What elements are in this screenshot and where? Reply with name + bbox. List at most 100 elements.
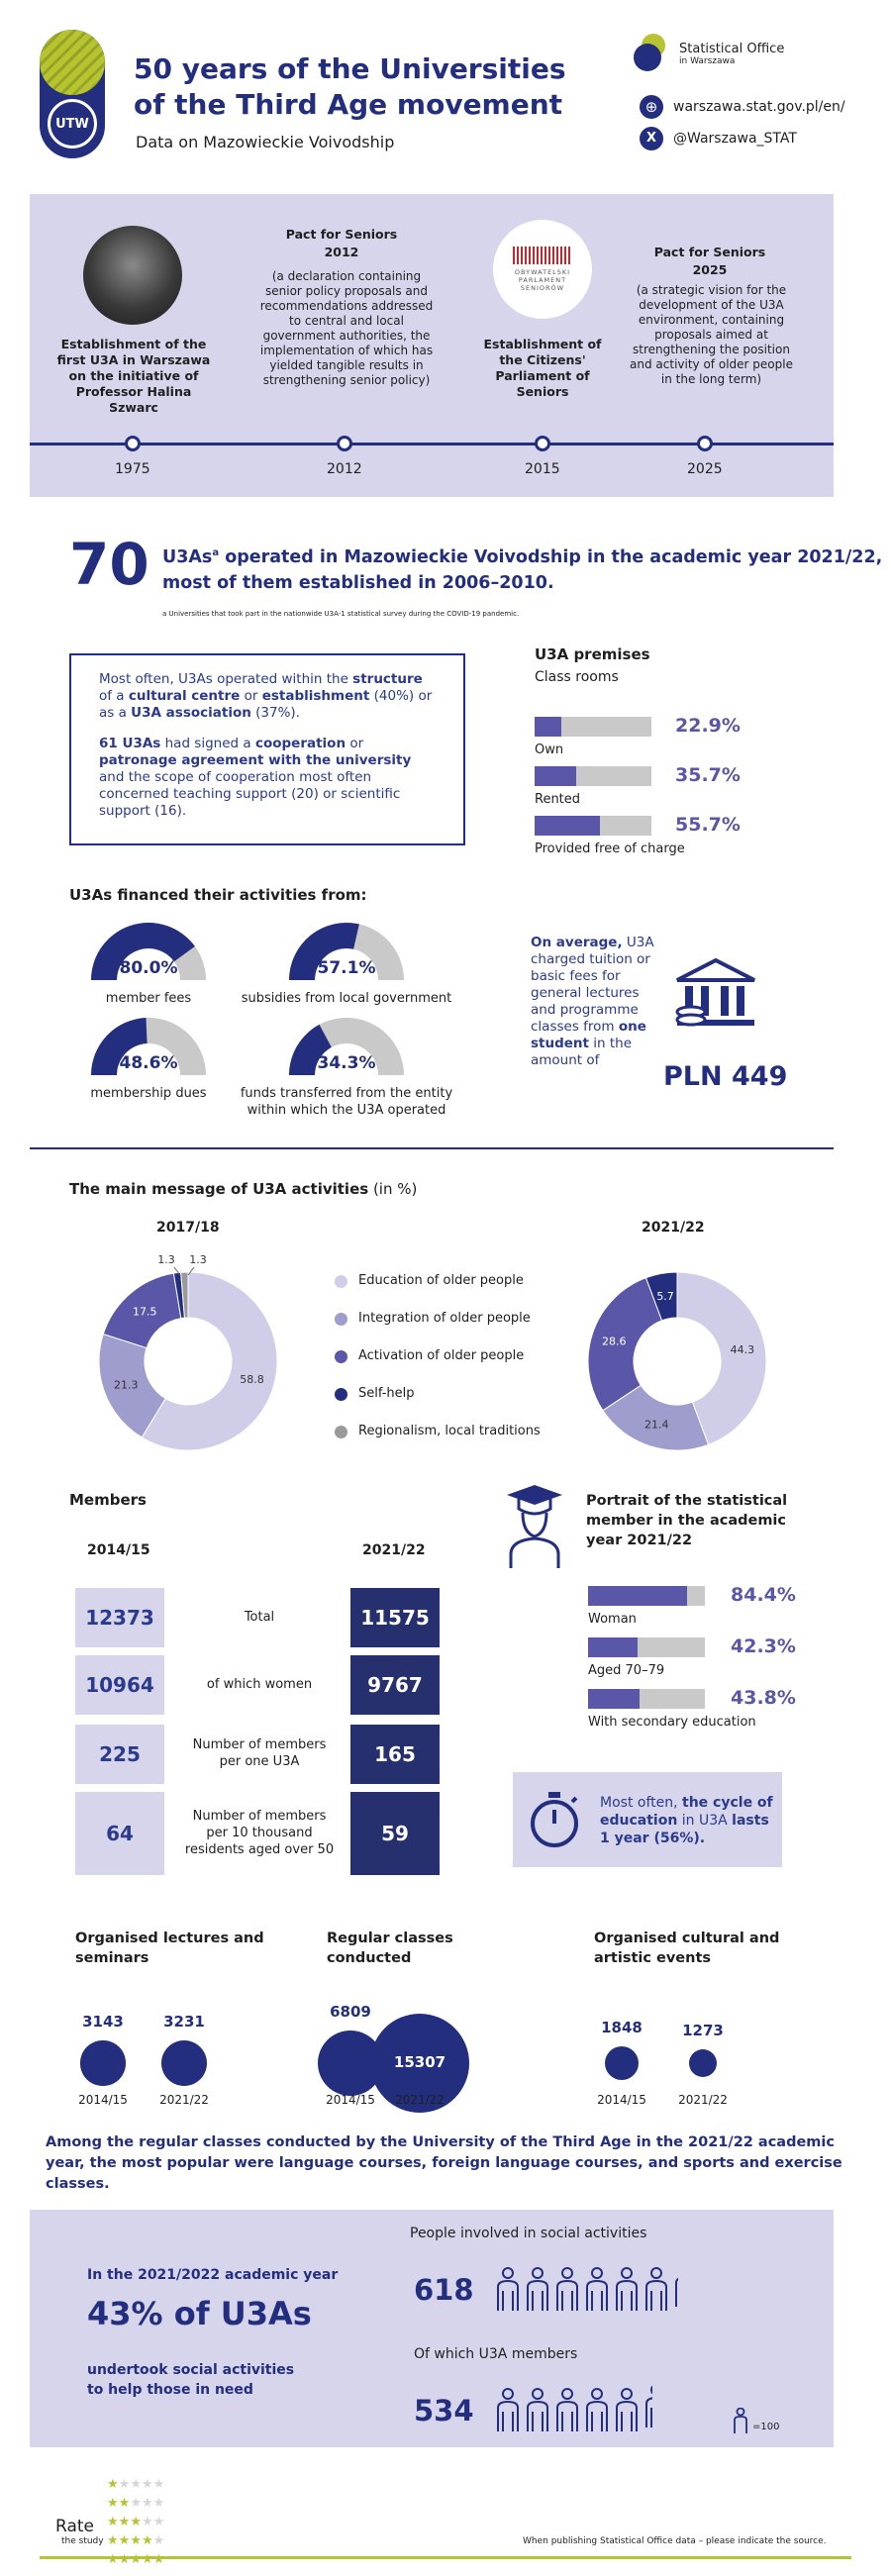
- portrait-value: 43.8%: [731, 1687, 796, 1709]
- financing-label: membership dues: [90, 1086, 207, 1101]
- activity-value: 15307: [393, 2053, 446, 2071]
- year-label: 2015: [525, 461, 560, 477]
- portrait-bar-fill: [588, 1637, 638, 1657]
- members-value-2021: 165: [350, 1725, 440, 1784]
- portrait-value: 42.3%: [731, 1635, 796, 1657]
- legend-swatch: [335, 1313, 347, 1326]
- members-involved-title: Of which U3A members: [414, 2346, 578, 2362]
- members-row-label: Total: [244, 1610, 275, 1625]
- financing-label: subsidies from local government: [241, 991, 452, 1006]
- statistical-office-name: Statistical Office in Warszawa: [679, 42, 785, 66]
- activity-year: 2014/15: [326, 2093, 375, 2107]
- activity-title: Organised cultural and artistic events: [594, 1931, 780, 1966]
- financing-donut: [91, 923, 206, 980]
- portrait-label: Aged 70–79: [588, 1663, 665, 1678]
- activity-bubble: [370, 2014, 469, 2113]
- people-pictogram: [495, 2263, 682, 2313]
- main-message-title: The main message of U3A activities (in %…: [69, 1180, 418, 1198]
- activity-year: 2021/22: [395, 2093, 445, 2107]
- members-value-2014: 225: [75, 1725, 164, 1784]
- globe-icon: ⊕: [640, 95, 663, 119]
- premises-bar-fill: [535, 717, 562, 737]
- activity-bubble: [161, 2040, 207, 2086]
- pie-slice: [587, 1277, 663, 1412]
- twitter-link[interactable]: @Warszawa_STAT: [673, 131, 797, 147]
- year-label-2021: 2021/22: [642, 1220, 705, 1236]
- members-row-label: Number of members per 10 thousand reside…: [184, 1809, 335, 1857]
- legend-swatch: [335, 1426, 347, 1438]
- premises-subtitle: Class rooms: [535, 669, 619, 685]
- premises-bar: [535, 717, 651, 737]
- event-2015-text: Establishment of the Citizens' Parliamen…: [483, 337, 602, 399]
- activity-year: 2014/15: [597, 2093, 646, 2107]
- pie-data-label: 58.8: [240, 1373, 264, 1386]
- bank-icon: [671, 956, 760, 1036]
- person-icon: [584, 2267, 610, 2313]
- person-icon: [495, 2388, 521, 2433]
- portrait-bar: [588, 1586, 705, 1606]
- person-icon: [554, 2267, 580, 2313]
- members-pictogram: [495, 2384, 656, 2433]
- graduate-icon: [505, 1483, 564, 1570]
- cycle-box: [513, 1772, 782, 1867]
- timeline-dot: [337, 436, 352, 451]
- members-value-2014: 12373: [75, 1588, 164, 1647]
- financing-value: 57.1%: [317, 958, 376, 978]
- legend-label: Activation of older people: [358, 1348, 525, 1363]
- person-icon-partial: [644, 2384, 652, 2433]
- portrait-bar: [588, 1637, 705, 1657]
- members-col-2014: 2014/15: [87, 1542, 150, 1558]
- pie-data-label: 5.7: [656, 1290, 674, 1303]
- year-label: 2025: [687, 461, 723, 477]
- legend-label: Integration of older people: [358, 1311, 531, 1326]
- person-icon-partial: [673, 2263, 678, 2313]
- members-value-2014: 64: [75, 1792, 164, 1875]
- rate-sublabel: the study: [61, 2536, 104, 2546]
- star-rating-icon[interactable]: ★★★★★ ★★★★★ ★★★★★ ★★★★★ ★★★★★: [107, 2477, 165, 2567]
- person-icon: [614, 2267, 640, 2313]
- premises-value: 22.9%: [675, 715, 741, 737]
- legend-label: Education of older people: [358, 1273, 524, 1288]
- person-icon: [554, 2388, 580, 2433]
- cycle-text: Most often, the cycle of education in U3…: [600, 1795, 773, 1846]
- pie-slice: [141, 1271, 278, 1451]
- activity-year: 2021/22: [678, 2093, 728, 2107]
- year-label-2017: 2017/18: [156, 1220, 220, 1236]
- event-2012-title: Pact for Seniors 2012: [285, 227, 398, 259]
- person-legend-text: =100: [752, 2422, 780, 2432]
- financing-label: member fees: [105, 991, 192, 1006]
- social-lead: In the 2021/2022 academic year: [87, 2267, 339, 2283]
- premises-label: Rented: [535, 792, 581, 807]
- person-legend-icon: [733, 2407, 748, 2439]
- rate-label[interactable]: Rate: [55, 2517, 94, 2536]
- portrait-bar-fill: [588, 1689, 640, 1709]
- person-icon: [525, 2267, 550, 2313]
- members-value-2021: 59: [350, 1792, 440, 1875]
- activity-value: 6809: [330, 2002, 371, 2021]
- financing-donut-value-arc: [91, 923, 195, 980]
- timeline-line: [30, 443, 834, 446]
- financing-donut-value-arc: [289, 923, 359, 980]
- activity-title: Organised lectures and seminars: [75, 1931, 264, 1966]
- financing-donut: [91, 1018, 206, 1075]
- activity-bubble: [688, 2048, 718, 2078]
- person-icon: [644, 2267, 669, 2313]
- portrait-bar-fill: [588, 1586, 687, 1606]
- premises-label: Own: [535, 743, 564, 757]
- members-row-label: Number of members per one U3A: [192, 1737, 327, 1769]
- premises-bar-fill: [535, 766, 577, 786]
- financing-donut-value-arc: [91, 1018, 148, 1075]
- members-involved-value: 534: [414, 2394, 474, 2427]
- activity-title: Regular classes conducted: [327, 1931, 453, 1966]
- pie-data-label: 17.5: [133, 1305, 157, 1318]
- website-link[interactable]: warszawa.stat.gov.pl/en/: [673, 99, 845, 115]
- event-2025-title: Pact for Seniors 2025: [653, 245, 766, 277]
- label-leader-line: [187, 1266, 195, 1276]
- financing-donut: [289, 1018, 404, 1075]
- members-col-2021: 2021/22: [362, 1542, 426, 1558]
- pie-data-label: 28.6: [602, 1335, 627, 1347]
- members-value-2014: 10964: [75, 1655, 164, 1715]
- event-2025-text: (a strategic vision for the development …: [630, 283, 793, 386]
- pie-slice: [644, 1271, 678, 1322]
- members-value-2021: 11575: [350, 1588, 440, 1647]
